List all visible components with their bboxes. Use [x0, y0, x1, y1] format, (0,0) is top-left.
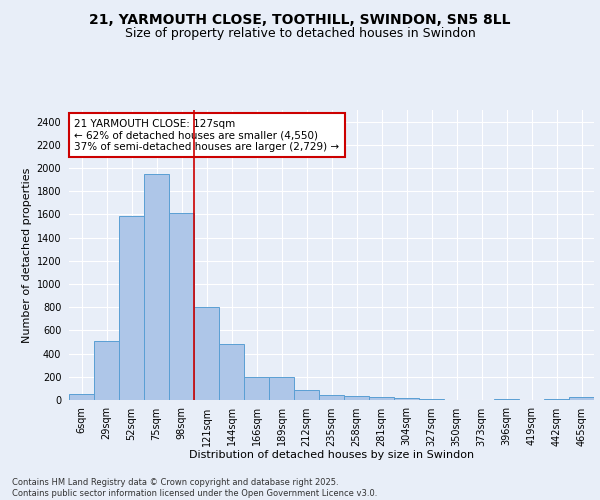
Bar: [344, 396, 369, 400]
Text: Contains HM Land Registry data © Crown copyright and database right 2025.
Contai: Contains HM Land Registry data © Crown c…: [12, 478, 377, 498]
Bar: [569, 397, 594, 400]
Bar: [169, 213, 194, 400]
Bar: [294, 390, 319, 400]
Text: 21 YARMOUTH CLOSE: 127sqm
← 62% of detached houses are smaller (4,550)
37% of se: 21 YARMOUTH CLOSE: 127sqm ← 62% of detac…: [74, 118, 340, 152]
X-axis label: Distribution of detached houses by size in Swindon: Distribution of detached houses by size …: [189, 450, 474, 460]
Bar: [394, 398, 419, 400]
Bar: [94, 341, 119, 400]
Text: Size of property relative to detached houses in Swindon: Size of property relative to detached ho…: [125, 28, 475, 40]
Y-axis label: Number of detached properties: Number of detached properties: [22, 168, 32, 342]
Bar: [244, 377, 269, 400]
Bar: [269, 378, 294, 400]
Bar: [144, 174, 169, 400]
Text: 21, YARMOUTH CLOSE, TOOTHILL, SWINDON, SN5 8LL: 21, YARMOUTH CLOSE, TOOTHILL, SWINDON, S…: [89, 12, 511, 26]
Bar: [369, 397, 394, 400]
Bar: [119, 216, 144, 400]
Bar: [219, 344, 244, 400]
Bar: [194, 306, 219, 400]
Bar: [69, 394, 94, 400]
Bar: [319, 395, 344, 400]
